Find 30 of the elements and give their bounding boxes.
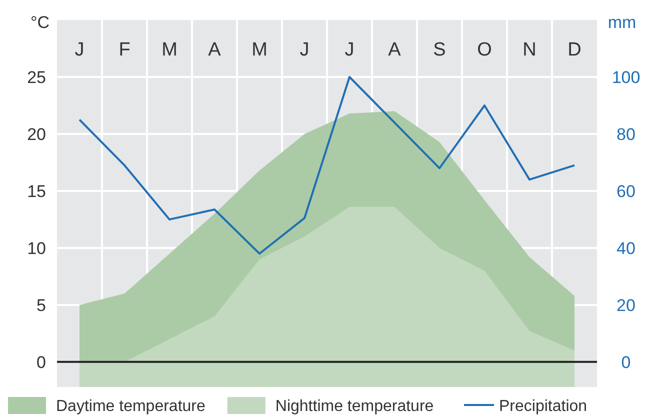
y-tick-label: 15 — [27, 182, 46, 201]
legend-label: Precipitation — [499, 398, 588, 415]
y2-tick-label: 80 — [616, 124, 636, 144]
x-tick-label: J — [344, 39, 354, 60]
x-tick-label: M — [252, 39, 268, 60]
y-tick-label: 10 — [27, 238, 46, 258]
y2-tick-label: 100 — [612, 68, 640, 87]
legend-label: Daytime temperature — [56, 398, 206, 415]
y2-tick-label: 60 — [616, 182, 636, 201]
x-tick-label: D — [568, 39, 582, 60]
y-tick-label: 25 — [27, 68, 46, 87]
y-tick-label: 0 — [36, 352, 46, 372]
y-axis-title: °C — [30, 13, 50, 32]
x-tick-label: F — [118, 39, 130, 60]
legend-label: Nighttime temperature — [275, 398, 434, 415]
y2-axis-title: mm — [608, 13, 636, 32]
x-tick-label: N — [522, 39, 536, 60]
x-tick-label: A — [388, 39, 402, 60]
x-tick-label: A — [208, 39, 222, 60]
x-tick-label: J — [300, 39, 310, 60]
x-tick-label: J — [74, 39, 84, 60]
y2-tick-label: 20 — [616, 296, 636, 315]
x-tick-label: S — [433, 39, 446, 60]
y-tick-label: 5 — [36, 296, 46, 315]
y2-tick-label: 0 — [621, 352, 631, 372]
y2-tick-label: 40 — [616, 238, 636, 258]
x-tick-label: O — [477, 39, 492, 60]
line-series — [78, 76, 576, 255]
x-tick-label: M — [162, 39, 178, 60]
y-tick-label: 20 — [27, 124, 46, 144]
